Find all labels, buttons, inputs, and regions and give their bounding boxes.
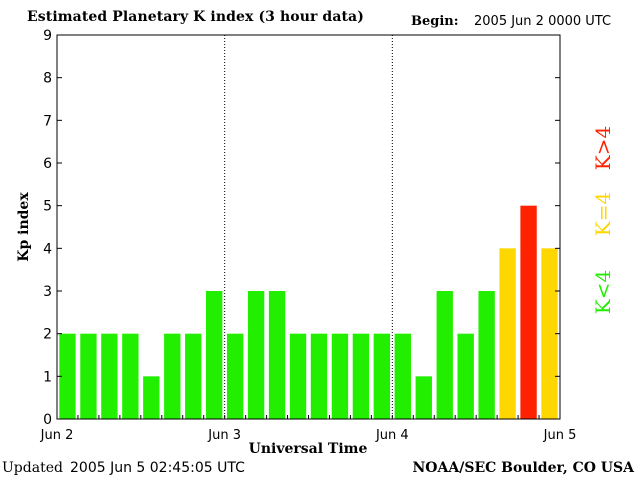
y-tick-label: 1 (43, 369, 52, 385)
kp-bar (478, 291, 495, 419)
x-axis-ticks: Jun 2 Jun 3 Jun 4 Jun 5 (40, 415, 577, 443)
kp-bar (226, 333, 244, 419)
legend: K<4 K=4 K>4 (591, 126, 615, 314)
x-axis-label: Universal Time (249, 441, 368, 457)
kp-bar (80, 333, 97, 419)
x-tick-label: Jun 2 (40, 428, 74, 443)
kp-bar (268, 291, 286, 419)
y-tick-label: 2 (43, 327, 52, 343)
y-axis-label: Kp index (16, 192, 32, 262)
legend-low-label: K<4 (591, 270, 615, 314)
y-tick-label: 4 (43, 241, 52, 257)
kp-bar (373, 333, 391, 419)
kp-bar (122, 333, 139, 419)
begin-label: Begin: (411, 14, 459, 29)
begin-value: 2005 Jun 2 0000 UTC (474, 14, 612, 29)
kp-bar (185, 333, 202, 419)
kp-bar (143, 376, 160, 419)
kp-bar (247, 291, 265, 419)
y-tick-label: 3 (43, 284, 52, 300)
kp-bar (499, 248, 516, 419)
legend-high-label: K>4 (591, 126, 615, 170)
source-label: NOAA/SEC Boulder, CO USA (412, 460, 635, 476)
kp-bar (457, 333, 474, 419)
kp-bar (310, 333, 328, 419)
x-tick-label: Jun 3 (207, 428, 241, 443)
day-dividers (224, 35, 393, 419)
legend-equal-label: K=4 (591, 192, 615, 236)
kp-bar (289, 333, 307, 419)
chart-title: Estimated Planetary K index (3 hour data… (27, 9, 364, 25)
updated-label: Updated (2, 460, 63, 476)
y-tick-label: 0 (43, 412, 52, 428)
kp-bar (352, 333, 370, 419)
kp-bar (164, 333, 181, 419)
y-axis-ticks: 0 1 2 3 4 5 6 7 8 9 (43, 28, 560, 428)
kp-bar (436, 291, 453, 419)
kp-bar (541, 248, 558, 419)
y-tick-label: 8 (43, 71, 52, 87)
y-tick-label: 6 (43, 156, 52, 172)
y-tick-label: 9 (43, 28, 52, 44)
kp-bar (415, 376, 432, 419)
kp-bar (101, 333, 118, 419)
y-tick-label: 5 (43, 199, 52, 215)
y-tick-label: 7 (43, 113, 52, 129)
kp-bar (59, 333, 76, 419)
kp-bar (520, 205, 537, 419)
kp-bar (394, 333, 411, 419)
x-tick-label: Jun 5 (543, 428, 577, 443)
kp-bar (206, 291, 223, 419)
updated-value: 2005 Jun 5 02:45:05 UTC (70, 460, 245, 476)
kp-bar (331, 333, 349, 419)
bars-group (59, 205, 558, 419)
x-tick-label: Jun 4 (375, 428, 409, 443)
